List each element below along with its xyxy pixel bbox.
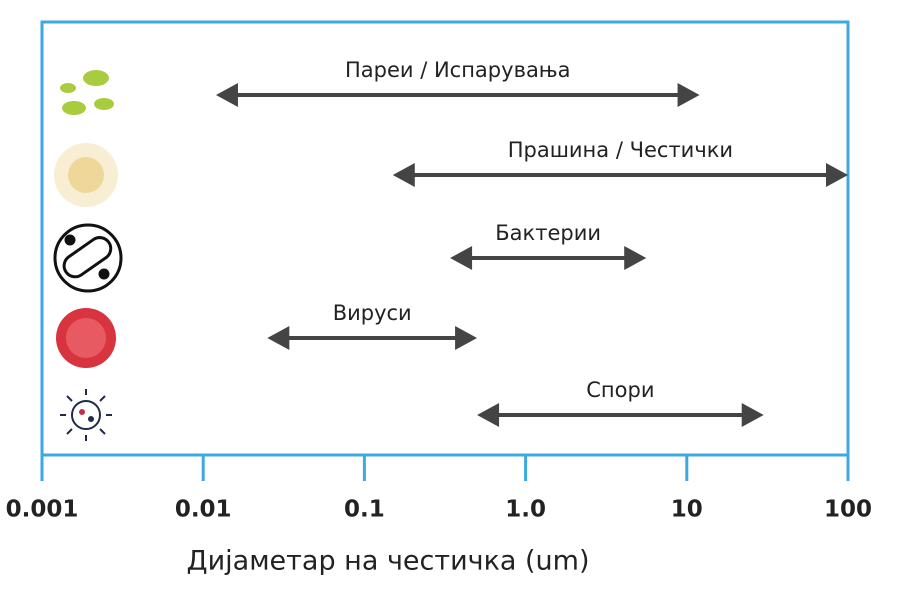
dust-icon — [54, 143, 118, 207]
range-arrow — [215, 83, 700, 107]
spore-icon — [60, 389, 112, 441]
range-arrow — [392, 163, 848, 187]
category-label: Вируси — [333, 301, 412, 325]
category-label: Спори — [586, 378, 654, 402]
bacteria-icon — [53, 223, 123, 293]
vapor-icon — [60, 70, 114, 115]
range-arrow — [477, 403, 764, 427]
virus-icon — [56, 308, 116, 368]
category-label: Бактерии — [495, 221, 601, 245]
x-tick-label: 1.0 — [505, 497, 546, 523]
plot-frame — [40, 20, 850, 457]
range-arrow — [450, 246, 647, 270]
icons — [53, 70, 123, 441]
x-tick-label: 100 — [824, 497, 872, 523]
x-axis-title: Дијаметар на честичка (um) — [187, 546, 590, 577]
category-label: Прашина / Честички — [508, 138, 733, 162]
x-tick-label: 0.001 — [6, 497, 79, 523]
x-tick-label: 0.01 — [175, 497, 232, 523]
category-label: Пареи / Испарувања — [345, 58, 571, 82]
x-tick-label: 0.1 — [344, 497, 385, 523]
x-tick-label: 10 — [671, 497, 703, 523]
range-arrow — [267, 326, 478, 350]
